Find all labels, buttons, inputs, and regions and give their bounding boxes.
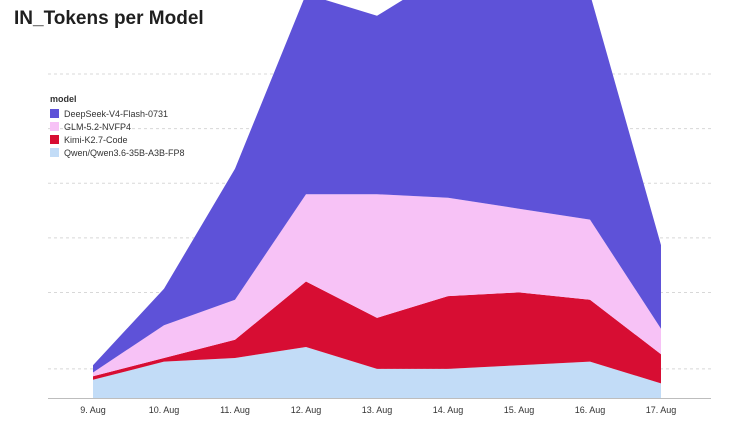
legend-swatch bbox=[50, 135, 59, 144]
x-tick-label: 12. Aug bbox=[291, 405, 322, 415]
area-kimi-k2-7-code bbox=[93, 281, 661, 384]
x-tick-label: 15. Aug bbox=[504, 405, 535, 415]
legend-items: DeepSeek-V4-Flash-0731 GLM-5.2-NVFP4 Kimi-… bbox=[50, 107, 185, 159]
x-tick-label: 13. Aug bbox=[362, 405, 393, 415]
x-tick-label: 10. Aug bbox=[149, 405, 180, 415]
area-deepseek-v4-flash-0731 bbox=[93, 0, 661, 373]
area-qwen-qwen3-6-35b-a3b-fp8 bbox=[93, 347, 661, 398]
legend-label: Qwen/Qwen3.6-35B-A3B-FP8 bbox=[64, 147, 185, 158]
legend-swatch bbox=[50, 148, 59, 157]
area-series bbox=[93, 0, 661, 398]
x-tick-label: 11. Aug bbox=[220, 405, 250, 415]
legend-label: Kimi-K2.7-Code bbox=[64, 134, 128, 145]
legend-label: DeepSeek-V4-Flash-0731 bbox=[64, 108, 169, 119]
x-tick-label: 14. Aug bbox=[433, 405, 464, 415]
legend-swatch bbox=[50, 109, 59, 118]
legend-swatch bbox=[50, 122, 59, 131]
legend-item[interactable]: GLM-5.2-NVFP4 bbox=[50, 120, 185, 133]
legend-item[interactable]: Kimi-K2.7-Code bbox=[50, 133, 185, 146]
x-tick-label: 17. Aug bbox=[646, 405, 677, 415]
legend-item[interactable]: Qwen/Qwen3.6-35B-A3B-FP8 bbox=[50, 146, 185, 159]
legend-item[interactable]: DeepSeek-V4-Flash-0731 bbox=[50, 107, 185, 120]
area-glm-5-2-nvfp4 bbox=[93, 194, 661, 377]
legend-title: model bbox=[50, 94, 77, 104]
chart-title: IN_Tokens per Model bbox=[14, 8, 204, 29]
legend: model DeepSeek-V4-Flash-0731 GLM-5.2-NVFP… bbox=[50, 94, 185, 159]
x-tick-label: 9. Aug bbox=[80, 405, 106, 415]
legend-label: GLM-5.2-NVFP4 bbox=[64, 121, 132, 132]
x-tick-label: 16. Aug bbox=[575, 405, 606, 415]
x-axis: 9. Aug 10. Aug 11. Aug 12. Aug 13. Aug 14. Au… bbox=[48, 398, 711, 415]
